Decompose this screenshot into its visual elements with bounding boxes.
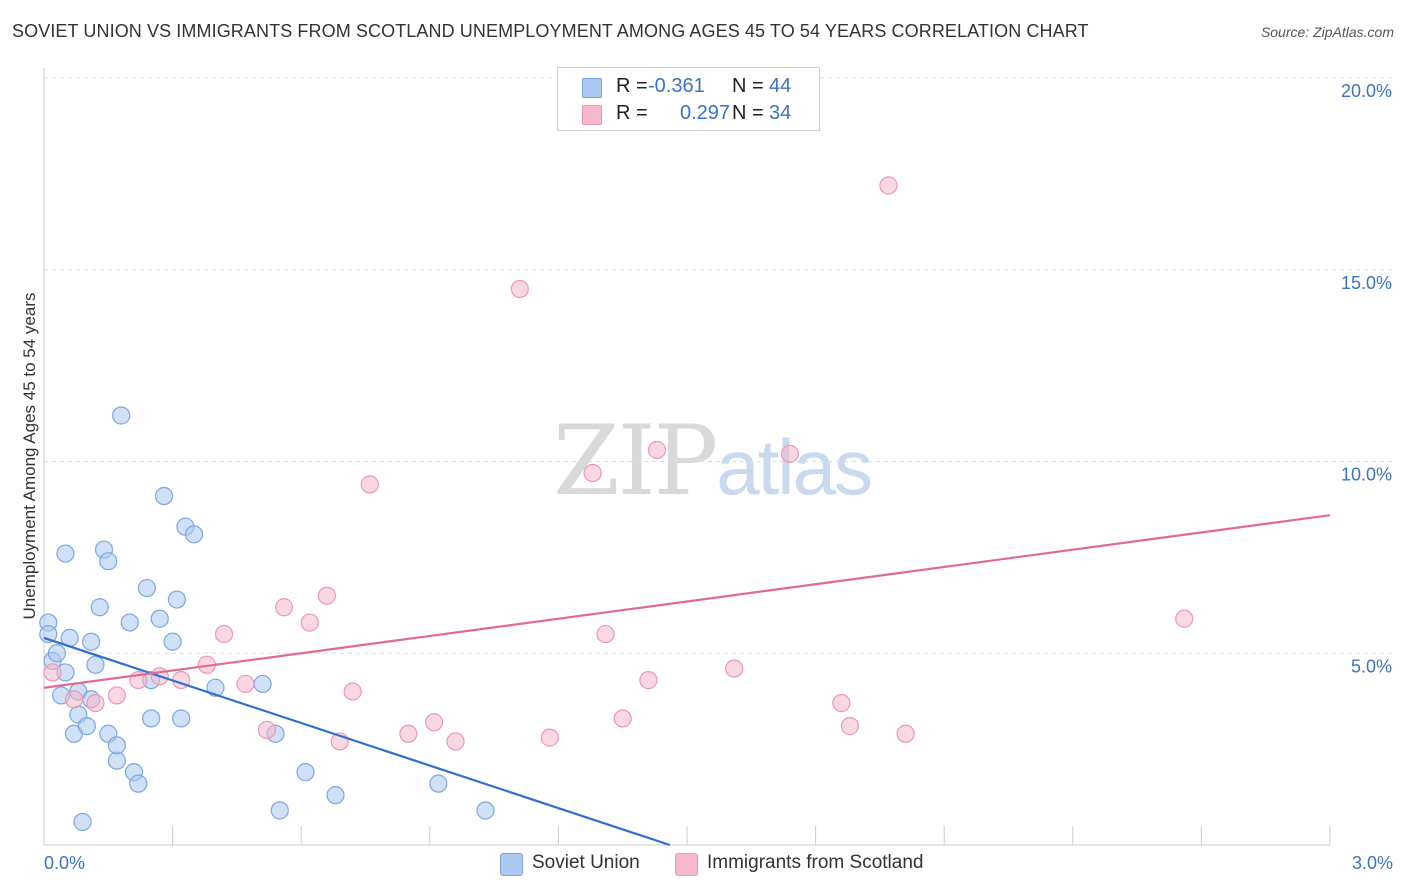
immigrants-scotland-point [343, 682, 362, 701]
soviet-union-point [120, 613, 139, 632]
legend-r-label: R = [616, 75, 648, 97]
soviet-union-point [129, 774, 148, 793]
soviet-union-point [154, 486, 174, 506]
soviet-union-point [82, 632, 101, 651]
legend-r-label: R = [616, 102, 648, 124]
bottom-legend-swatch-immigrants-scotland [675, 853, 698, 876]
correlation-legend: R = -0.361 N = 44 R = 0.297 N = 34 [557, 67, 820, 131]
immigrants-scotland-point [446, 732, 465, 751]
immigrants-scotland-point [86, 694, 105, 713]
legend-r-value: 0.297 [680, 102, 731, 124]
legend-n-value: 44 [769, 75, 792, 97]
immigrants-scotland-trend-line [43, 514, 1331, 689]
legend-swatch-immigrants-scotland [582, 105, 602, 125]
bottom-legend-label-immigrants-scotland: Immigrants from Scotland [707, 852, 924, 873]
soviet-union-point [77, 717, 96, 736]
immigrants-scotland-point [647, 440, 667, 460]
soviet-union-point [99, 552, 118, 571]
immigrants-scotland-point [360, 475, 379, 494]
soviet-union-point [270, 801, 289, 820]
soviet-union-point [163, 632, 182, 651]
soviet-union-point [167, 590, 186, 609]
x-tick-label-max: 3.0% [1352, 853, 1393, 873]
immigrants-scotland-point [43, 663, 62, 682]
soviet-union-trend-line [43, 636, 671, 847]
y-tick-label: 15.0% [1341, 273, 1392, 293]
x-tick-label-min: 0.0% [44, 853, 85, 873]
legend-n-label: N = [732, 102, 764, 124]
watermark-atlas: atlas [716, 423, 873, 511]
soviet-union-point [107, 751, 126, 770]
soviet-union-point [296, 763, 315, 782]
legend-n-value: 34 [769, 102, 792, 124]
y-tick-label: 10.0% [1341, 465, 1392, 485]
immigrants-scotland-point [64, 690, 84, 709]
immigrants-scotland-point [725, 659, 744, 678]
soviet-union-point [429, 774, 448, 793]
immigrants-scotland-point [510, 279, 529, 299]
soviet-union-point [90, 598, 109, 617]
soviet-union-point [56, 544, 75, 563]
legend-r-value: -0.361 [648, 75, 705, 97]
immigrants-scotland-point [639, 670, 658, 690]
y-axis-label: Unemployment Among Ages 45 to 54 years [20, 292, 39, 620]
soviet-union-point [137, 578, 156, 598]
immigrants-scotland-point [832, 694, 851, 713]
immigrants-scotland-point [274, 598, 294, 617]
chart-title: SOVIET UNION VS IMMIGRANTS FROM SCOTLAND… [12, 21, 1089, 41]
immigrants-scotland-point [214, 624, 234, 644]
soviet-union-point [476, 801, 495, 820]
immigrants-scotland-point [257, 720, 277, 740]
legend-n-label: N = [732, 75, 764, 97]
immigrants-scotland-point [317, 586, 337, 605]
soviet-union-point [47, 644, 66, 663]
immigrants-scotland-point [540, 728, 559, 747]
soviet-union-point [86, 655, 105, 674]
y-tick-label: 20.0% [1341, 81, 1392, 101]
soviet-union-point [150, 609, 169, 628]
immigrants-scotland-point [879, 176, 898, 195]
soviet-union-point [107, 736, 126, 755]
immigrants-scotland-point [300, 613, 319, 632]
immigrants-scotland-point [107, 686, 126, 705]
soviet-union-point [172, 709, 191, 728]
soviet-union-point [112, 406, 131, 425]
soviet-union-point [326, 786, 345, 805]
soviet-union-point [184, 525, 204, 544]
immigrants-scotland-point [236, 674, 255, 694]
bottom-legend-label-soviet-union: Soviet Union [532, 852, 640, 873]
legend-swatch-soviet-union [582, 78, 602, 98]
immigrants-scotland-point [896, 724, 915, 743]
y-tick-label: 5.0% [1351, 656, 1392, 676]
immigrants-scotland-point [583, 463, 602, 483]
soviet-union-point [142, 709, 161, 728]
immigrants-scotland-point [840, 717, 859, 736]
immigrants-scotland-point [613, 709, 632, 728]
soviet-union-point [73, 812, 92, 832]
immigrants-scotland-point [399, 724, 418, 743]
immigrants-scotland-point [596, 624, 615, 644]
immigrants-scotland-point [1175, 609, 1194, 628]
immigrants-scotland-point [780, 444, 799, 463]
soviet-union-point [253, 674, 272, 694]
bottom-legend-swatch-soviet-union [500, 853, 523, 876]
source-label: Source: ZipAtlas.com [1260, 24, 1394, 40]
soviet-union-point [206, 678, 225, 697]
immigrants-scotland-point [424, 713, 444, 732]
